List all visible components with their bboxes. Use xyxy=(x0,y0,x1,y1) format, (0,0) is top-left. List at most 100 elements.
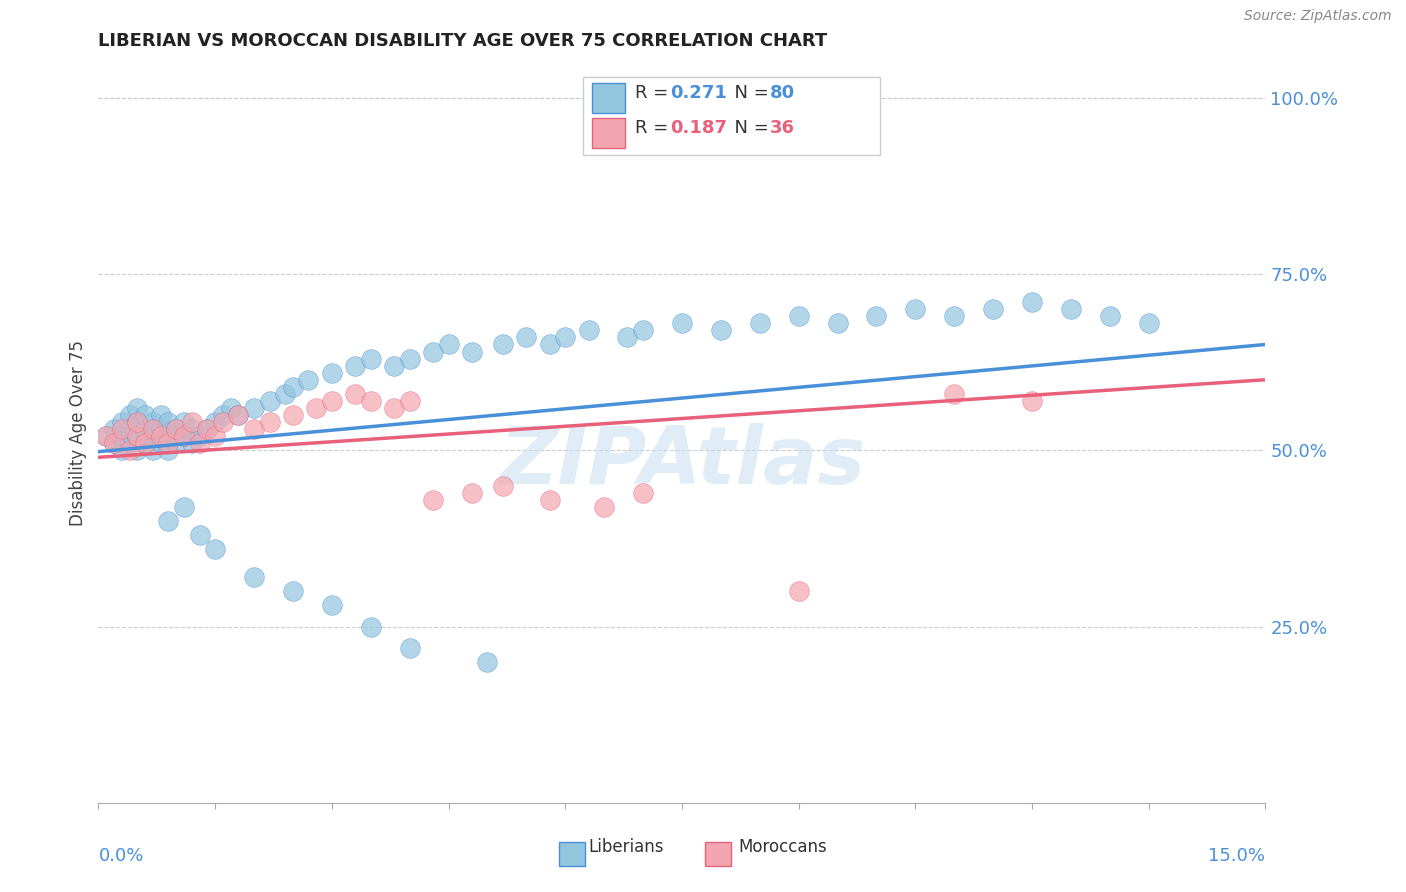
Point xyxy=(1021,393,1043,408)
Point xyxy=(127,415,149,429)
Bar xyxy=(592,83,624,112)
Point xyxy=(259,415,281,429)
Point xyxy=(297,373,319,387)
Point xyxy=(157,436,180,450)
Point xyxy=(461,344,484,359)
Bar xyxy=(706,842,731,866)
FancyBboxPatch shape xyxy=(582,78,880,155)
Point xyxy=(111,415,134,429)
Point xyxy=(398,393,420,408)
Point xyxy=(305,401,328,415)
Point xyxy=(149,436,172,450)
Point xyxy=(142,422,165,436)
Point xyxy=(111,429,134,443)
Point xyxy=(344,387,367,401)
Point xyxy=(149,429,172,443)
Point xyxy=(360,619,382,633)
Point xyxy=(134,408,156,422)
Point xyxy=(127,443,149,458)
Point xyxy=(1098,310,1121,324)
Point xyxy=(118,422,141,436)
Point xyxy=(188,528,211,542)
Point xyxy=(398,351,420,366)
Point xyxy=(710,323,733,337)
Point xyxy=(477,655,499,669)
Point xyxy=(631,323,654,337)
Text: N =: N = xyxy=(723,120,775,137)
Point xyxy=(228,408,250,422)
Point xyxy=(127,401,149,415)
Point xyxy=(360,351,382,366)
Point xyxy=(118,436,141,450)
Point xyxy=(157,415,180,429)
Point xyxy=(461,485,484,500)
Point xyxy=(1021,295,1043,310)
Point xyxy=(165,422,187,436)
Text: Source: ZipAtlas.com: Source: ZipAtlas.com xyxy=(1244,9,1392,23)
Text: N =: N = xyxy=(723,84,775,102)
Point xyxy=(515,330,537,344)
Point xyxy=(281,408,304,422)
Point xyxy=(103,436,125,450)
Point xyxy=(787,584,810,599)
Point xyxy=(1060,302,1083,317)
Point xyxy=(204,415,226,429)
Point xyxy=(127,429,149,443)
Point xyxy=(173,429,195,443)
Bar xyxy=(560,842,585,866)
Point xyxy=(180,422,202,436)
Point xyxy=(180,436,202,450)
Point xyxy=(188,436,211,450)
Point xyxy=(748,316,770,330)
Point xyxy=(281,584,304,599)
Text: R =: R = xyxy=(636,84,675,102)
Text: 80: 80 xyxy=(769,84,794,102)
Point xyxy=(243,401,266,415)
Point xyxy=(243,422,266,436)
Point xyxy=(134,436,156,450)
Point xyxy=(204,429,226,443)
Point xyxy=(437,337,460,351)
Text: 0.0%: 0.0% xyxy=(98,847,143,865)
Text: Liberians: Liberians xyxy=(589,838,664,856)
Point xyxy=(321,366,343,380)
Point xyxy=(422,492,444,507)
Point xyxy=(943,387,966,401)
Point xyxy=(281,380,304,394)
Point xyxy=(134,422,156,436)
Point xyxy=(422,344,444,359)
Point xyxy=(492,337,515,351)
Point xyxy=(96,429,118,443)
Point xyxy=(149,408,172,422)
Point xyxy=(195,422,218,436)
Point xyxy=(157,429,180,443)
Text: 0.187: 0.187 xyxy=(671,120,727,137)
Text: 0.271: 0.271 xyxy=(671,84,727,102)
Point xyxy=(204,541,226,556)
Point xyxy=(671,316,693,330)
Point xyxy=(259,393,281,408)
Point xyxy=(787,310,810,324)
Point xyxy=(157,443,180,458)
Point xyxy=(219,401,242,415)
Point xyxy=(904,302,927,317)
Point xyxy=(180,415,202,429)
Point xyxy=(538,337,561,351)
Point xyxy=(149,422,172,436)
Point xyxy=(96,429,118,443)
Point xyxy=(173,500,195,514)
Point xyxy=(321,599,343,613)
Y-axis label: Disability Age Over 75: Disability Age Over 75 xyxy=(69,340,87,525)
Point xyxy=(103,436,125,450)
Point xyxy=(165,436,187,450)
Point xyxy=(554,330,576,344)
Text: R =: R = xyxy=(636,120,675,137)
Point xyxy=(578,323,600,337)
Point xyxy=(943,310,966,324)
Point xyxy=(195,422,218,436)
Point xyxy=(127,429,149,443)
Text: LIBERIAN VS MOROCCAN DISABILITY AGE OVER 75 CORRELATION CHART: LIBERIAN VS MOROCCAN DISABILITY AGE OVER… xyxy=(98,32,828,50)
Point xyxy=(344,359,367,373)
Point xyxy=(142,415,165,429)
Point xyxy=(118,408,141,422)
